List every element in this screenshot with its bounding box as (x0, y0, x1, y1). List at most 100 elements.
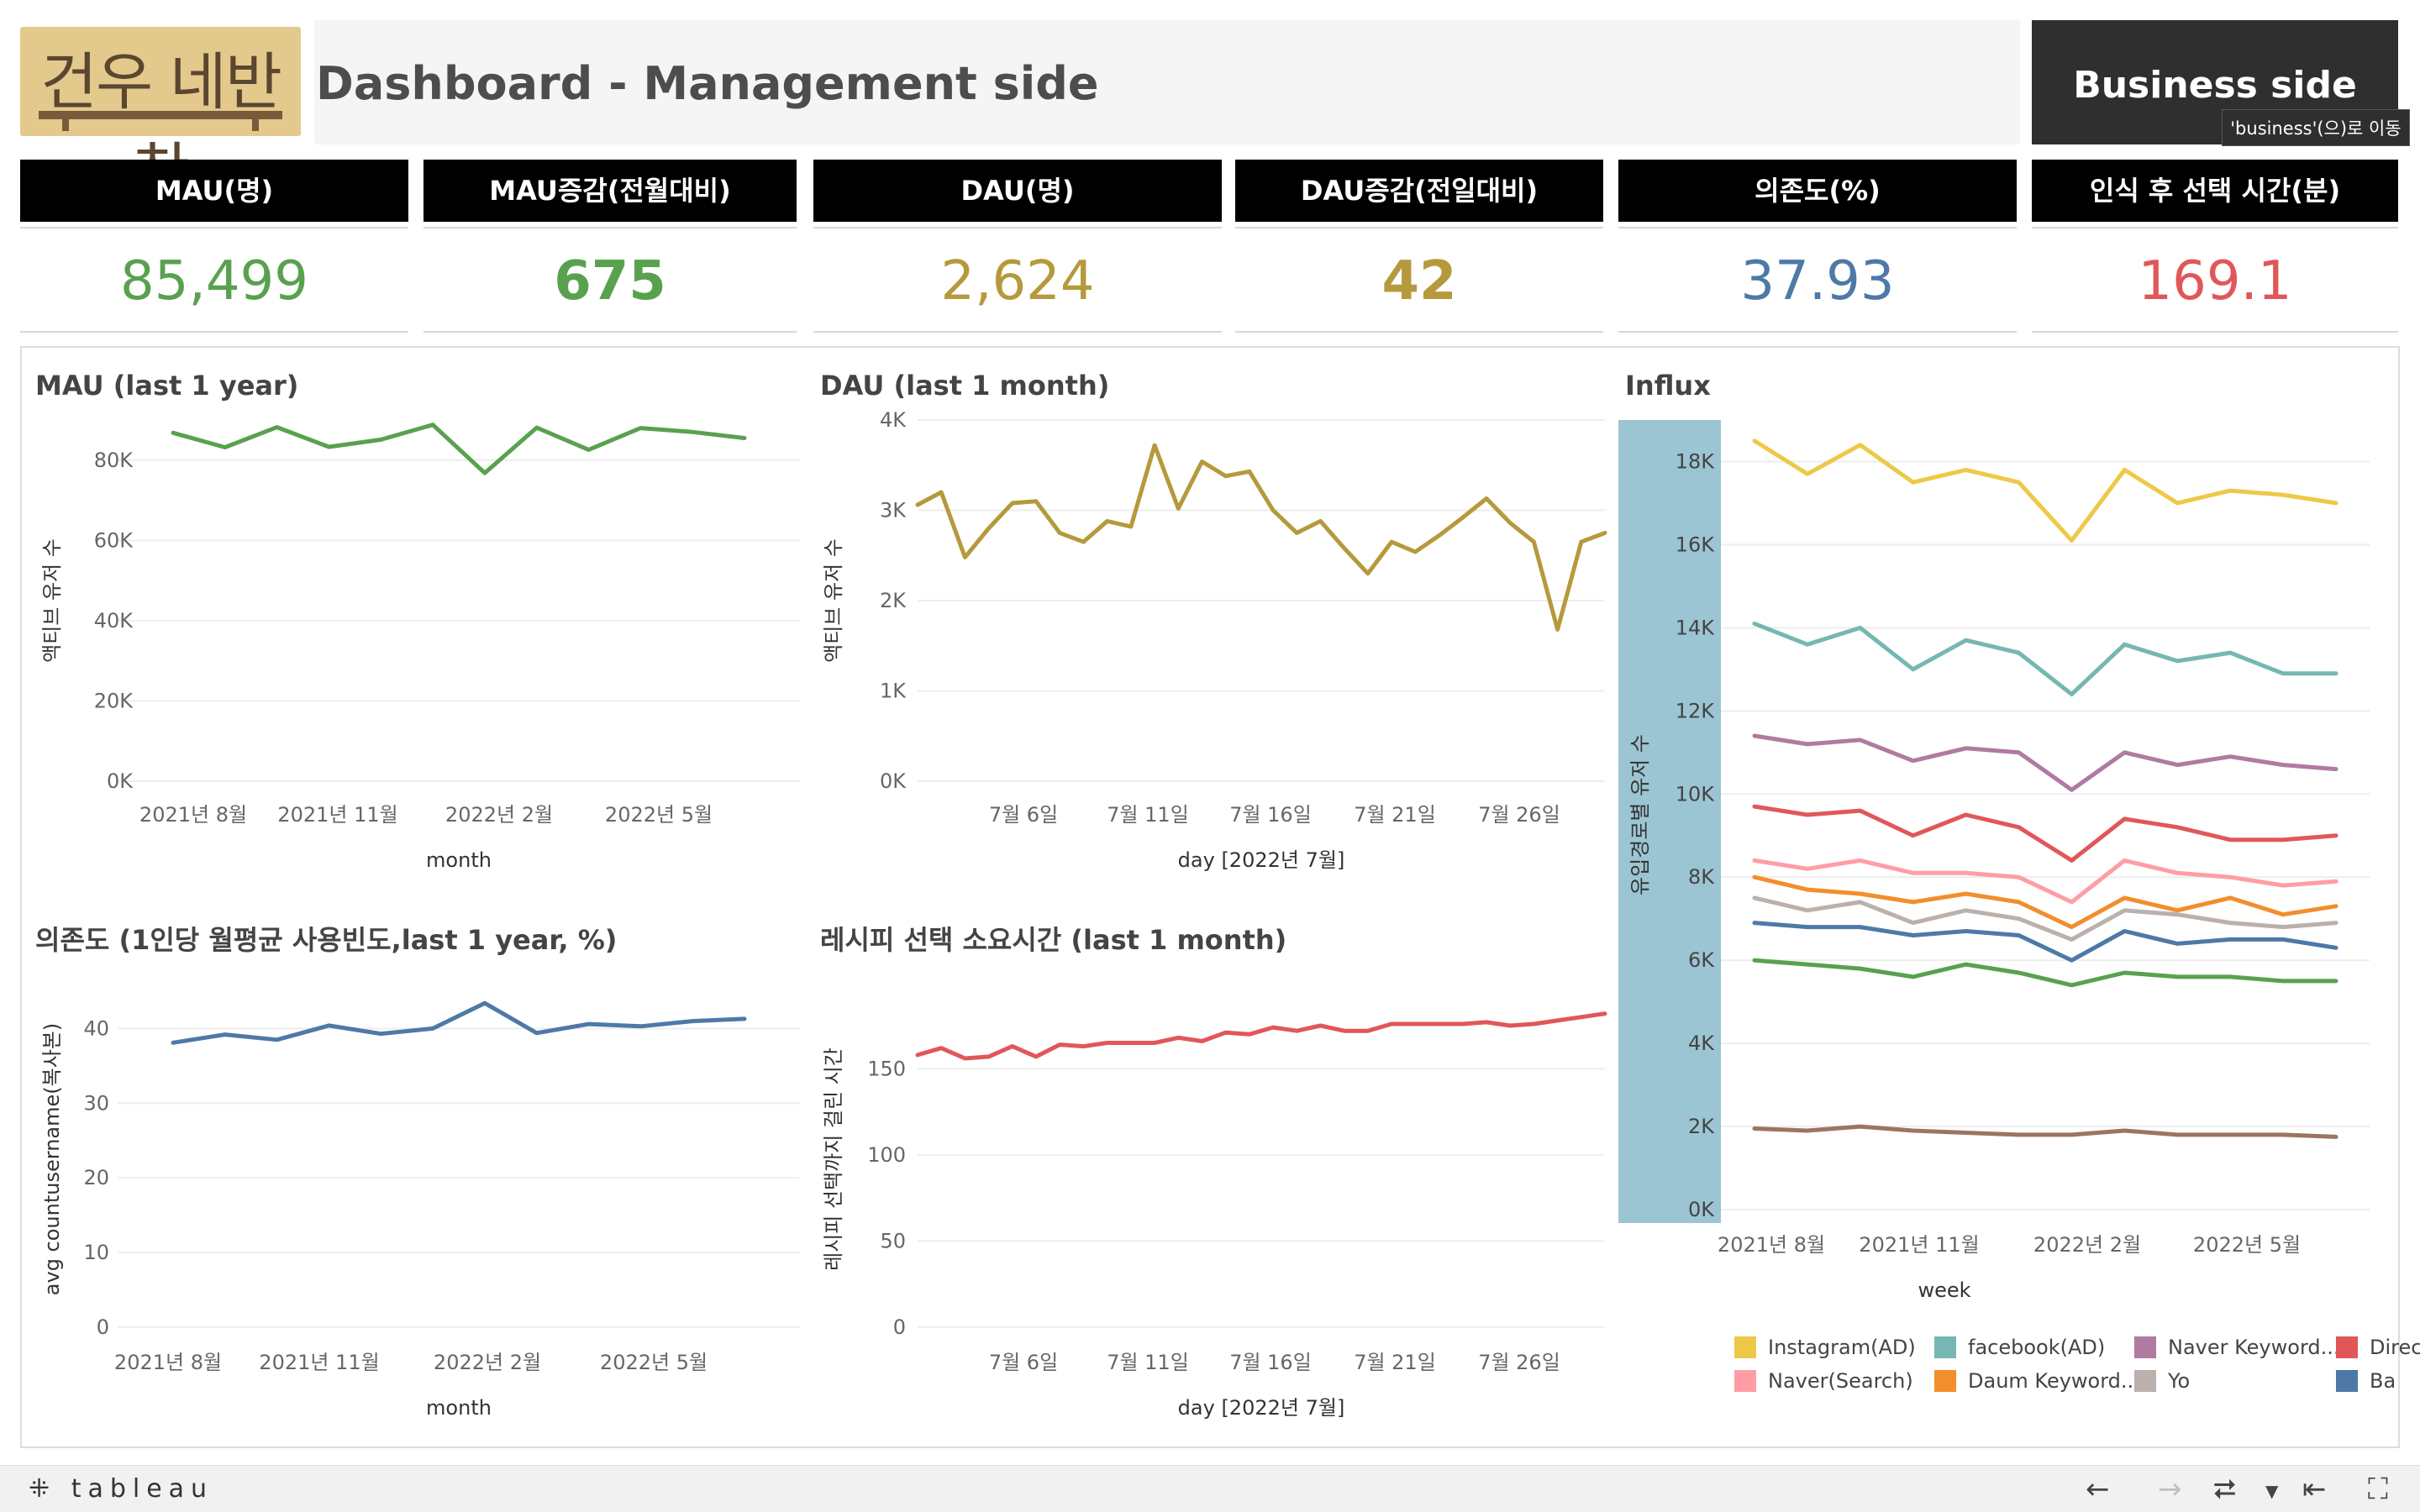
legend-swatch (1934, 1370, 1956, 1392)
dependency-y-tick: 0 (97, 1315, 109, 1339)
dependency-y-tick: 30 (83, 1091, 109, 1115)
kpi-header-4: 의존도(%) (1618, 160, 2017, 222)
recipe_time-x-tick: 7월 11일 (1107, 1351, 1189, 1374)
legend-swatch (2134, 1336, 2156, 1358)
legend-label: facebook(AD) (1968, 1336, 2106, 1359)
influx-y-tick: 4K (1688, 1032, 1715, 1055)
legend-item[interactable]: Direct (2336, 1336, 2420, 1359)
influx-series-line-5 (1752, 874, 2338, 930)
influx-series-line-3 (1752, 804, 2338, 863)
brand-logo: 건우 네반찬 (20, 27, 301, 208)
influx-series-line-4 (1752, 858, 2338, 905)
dependency-x-tick: 2022년 2월 (434, 1351, 541, 1374)
legend-label: Naver(Search) (1768, 1369, 1913, 1393)
dependency-y-tick: 10 (83, 1241, 109, 1264)
dependency-y-axis-label: avg countusername(복사본) (40, 1023, 64, 1295)
reset-icon[interactable]: ⇤ (2302, 1473, 2327, 1506)
kpi-value-4: 37.93 (1740, 250, 1895, 312)
recipe_time-series-line-0 (915, 1011, 1607, 1061)
mau-x-axis-label: month (426, 848, 492, 872)
legend-item[interactable]: Yo (2134, 1369, 2190, 1393)
kpi-header-0: MAU(명) (20, 160, 408, 222)
mau-x-tick: 2022년 5월 (605, 803, 713, 827)
undo-icon[interactable]: ← (2086, 1473, 2110, 1506)
tableau-footer: ⁜ tableau ← → ⮂ ▼ ⇤ ⛶ (0, 1465, 2420, 1512)
influx-series-line-6 (1752, 895, 2338, 942)
influx-y-tick: 12K (1676, 699, 1716, 722)
legend-label: Naver Keyword... (2168, 1336, 2340, 1359)
kpi-header-1: MAU증감(전월대비) (424, 160, 797, 222)
dau-x-tick: 7월 26일 (1478, 803, 1560, 827)
tableau-mark-icon: ⁜ (29, 1474, 57, 1504)
kpi-header-5: 인식 후 선택 시간(분) (2032, 160, 2398, 222)
legend-label: Yo (2168, 1369, 2191, 1393)
mau-y-tick: 20K (94, 689, 134, 712)
recipe_time-y-tick: 100 (867, 1143, 906, 1167)
mau-y-tick: 80K (94, 449, 134, 472)
navigation-tooltip: 'business'(으)로 이동 (2222, 109, 2410, 146)
dependency-x-tick: 2022년 5월 (600, 1351, 708, 1374)
legend-item[interactable]: Naver Keyword... (2134, 1336, 2340, 1359)
influx-legend: Instagram(AD) facebook(AD) Naver Keyword..… (1734, 1336, 2420, 1393)
dependency-chart-title: 의존도 (1인당 월평균 사용빈도,last 1 year, %) (35, 924, 618, 956)
business-side-label: Business side (2073, 64, 2357, 107)
legend-item[interactable]: Daum Keyword... (1934, 1369, 2140, 1393)
mau-x-tick: 2021년 8월 (139, 803, 247, 827)
legend-swatch (2134, 1370, 2156, 1392)
influx-axis-band (1618, 420, 1721, 1223)
dau-chart-title: DAU (last 1 month) (820, 370, 1110, 402)
dependency-y-tick: 40 (83, 1016, 109, 1040)
influx-y-tick: 10K (1676, 782, 1716, 806)
influx-y-tick: 16K (1676, 533, 1716, 556)
influx-series-line-2 (1752, 733, 2338, 792)
dependency-x-tick: 2021년 8월 (114, 1351, 222, 1374)
influx-y-tick: 6K (1688, 948, 1715, 972)
kpi-value-0: 85,499 (120, 250, 308, 312)
dau-y-axis-label: 액티브 유저 수 (822, 538, 845, 663)
dau-x-tick: 7월 6일 (989, 803, 1058, 827)
mau-x-tick: 2022년 2월 (445, 803, 553, 827)
recipe_time-x-tick: 7월 26일 (1478, 1351, 1560, 1374)
revert-dropdown-icon[interactable]: ▼ (2265, 1481, 2279, 1501)
legend-swatch (2336, 1370, 2358, 1392)
legend-item[interactable]: Instagram(AD) (1734, 1336, 1916, 1359)
dau-y-tick: 1K (880, 680, 907, 703)
tableau-logo[interactable]: ⁜ tableau (29, 1474, 213, 1504)
dau-x-tick: 7월 16일 (1229, 803, 1312, 827)
dependency-series-line-0 (171, 1000, 747, 1045)
redo-icon[interactable]: → (2158, 1473, 2182, 1506)
recipe_time-y-axis-label: 레시피 선택까지 걸린 시간 (822, 1047, 845, 1271)
influx-x-tick: 2022년 5월 (2193, 1233, 2301, 1257)
fullscreen-icon[interactable]: ⛶ (2368, 1473, 2388, 1506)
legend-item[interactable]: Naver(Search) (1734, 1369, 1913, 1393)
kpi-value-1: 675 (554, 250, 666, 312)
legend-item[interactable]: facebook(AD) (1934, 1336, 2105, 1359)
influx-y-tick: 14K (1676, 616, 1716, 639)
kpi-value-2: 2,624 (940, 250, 1095, 312)
recipe_time-y-tick: 50 (880, 1229, 906, 1252)
recipe_time-x-tick: 7월 21일 (1354, 1351, 1436, 1374)
influx-x-tick: 2021년 11월 (1859, 1233, 1979, 1257)
mau-x-tick: 2021년 11월 (277, 803, 397, 827)
recipe-time-chart-title: 레시피 선택 소요시간 (last 1 month) (820, 924, 1287, 956)
legend-swatch (1934, 1336, 1956, 1358)
dau-x-tick: 7월 11일 (1107, 803, 1189, 827)
legend-label: Daum Keyword... (1968, 1369, 2140, 1393)
influx-x-axis-label: week (1918, 1278, 1970, 1302)
influx-y-tick: 2K (1688, 1115, 1715, 1138)
dau-y-tick: 2K (880, 589, 907, 612)
influx-y-axis-label: 유입경로별 유저 수 (1628, 734, 1652, 895)
dependency-y-tick: 20 (83, 1166, 109, 1189)
recipe_time-y-tick: 150 (867, 1057, 906, 1080)
influx-chart-title: Influx (1625, 370, 1711, 402)
mau-y-tick: 0K (107, 769, 134, 793)
influx-x-tick: 2021년 8월 (1718, 1233, 1825, 1257)
legend-label: Instagram(AD) (1768, 1336, 1916, 1359)
kpi-value-5: 169.1 (2138, 250, 2292, 312)
logo-text: 건우 네반찬 (40, 46, 282, 208)
recipe_time-x-axis-label: day [2022년 7월] (1178, 1396, 1345, 1420)
legend-item[interactable]: Ba (2336, 1369, 2396, 1393)
influx-y-tick: 18K (1676, 449, 1716, 473)
revert-icon[interactable]: ⮂ (2213, 1473, 2237, 1506)
influx-series-line-0 (1752, 438, 2338, 543)
